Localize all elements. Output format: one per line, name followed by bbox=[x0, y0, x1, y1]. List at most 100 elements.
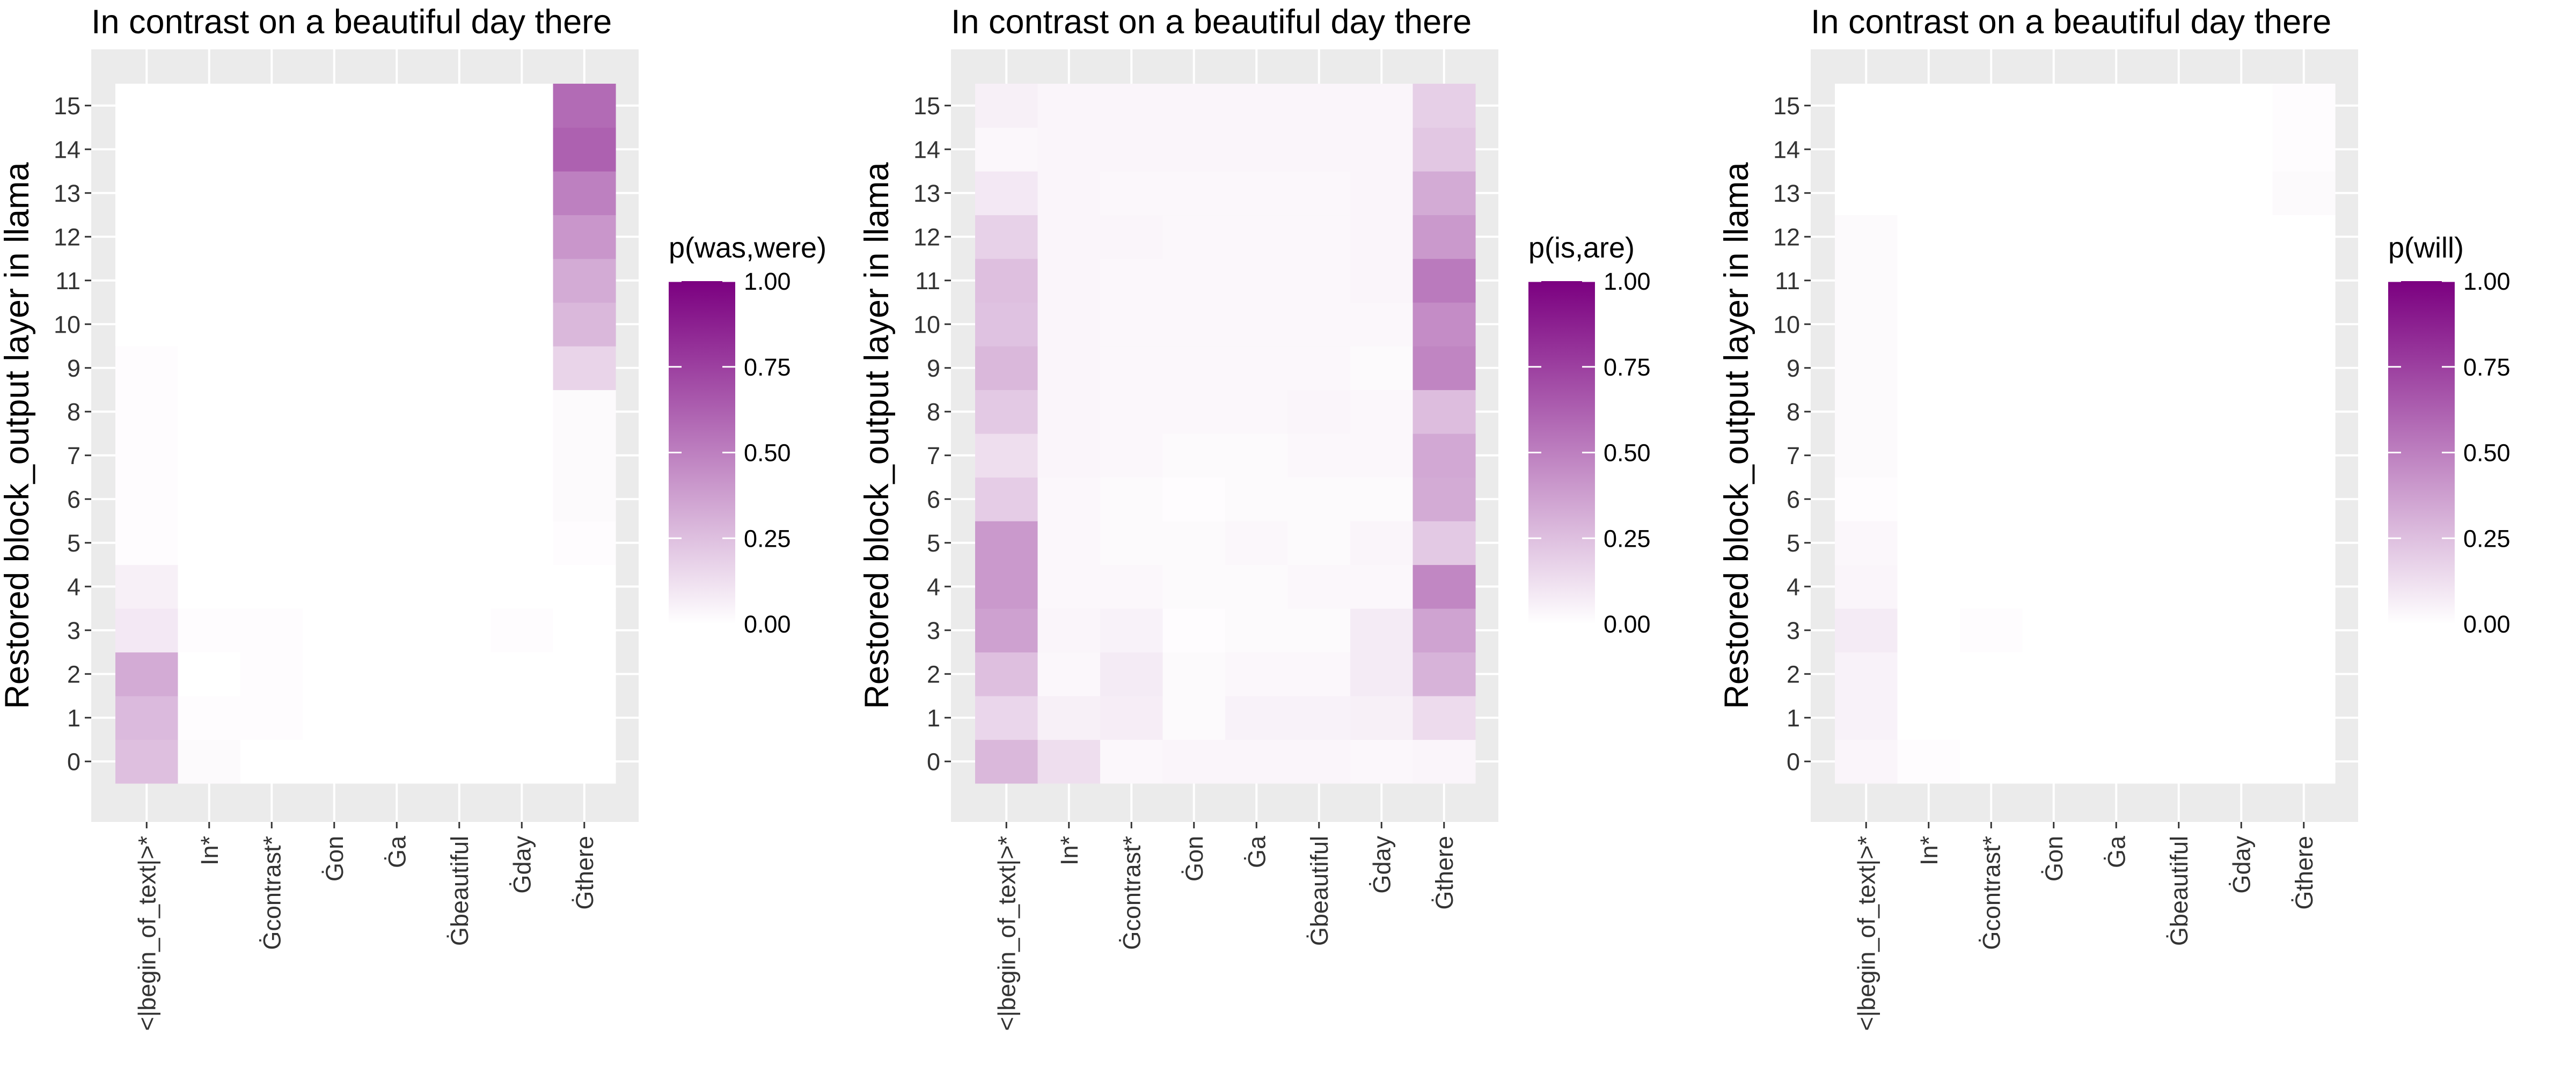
heatmap-cell bbox=[2147, 127, 2211, 172]
heatmap-cell bbox=[1835, 564, 1898, 609]
color-legend: p(is,are) 0.00 0.25 0.50 0.75 1.00 bbox=[1528, 232, 1651, 638]
heatmap-cell bbox=[1037, 346, 1101, 391]
heatmap-cell bbox=[2272, 215, 2336, 259]
heatmap-cell bbox=[240, 127, 304, 172]
heatmap-cell bbox=[975, 346, 1038, 391]
heatmap-cell bbox=[303, 127, 366, 172]
heatmap-cell bbox=[115, 84, 179, 128]
heatmap-cell bbox=[553, 739, 616, 784]
y-tick-label: 14 bbox=[54, 136, 80, 163]
legend-tick-label: 0.50 bbox=[1604, 439, 1651, 467]
heatmap-cell bbox=[428, 652, 491, 696]
y-tick-label: 1 bbox=[927, 704, 940, 732]
heatmap-cell bbox=[365, 608, 429, 653]
heatmap-cell bbox=[240, 171, 304, 216]
y-tick-label: 12 bbox=[54, 223, 80, 251]
heatmap-cell bbox=[491, 84, 554, 128]
heatmap-cell bbox=[115, 215, 179, 259]
heatmap-cell bbox=[2085, 302, 2148, 347]
heatmap-cell bbox=[115, 259, 179, 303]
heatmap-cell bbox=[2210, 127, 2273, 172]
y-axis-label: Restored block_output layer in llama bbox=[858, 162, 896, 709]
heatmap-cell bbox=[2147, 259, 2211, 303]
heatmap-cell bbox=[1413, 477, 1476, 521]
y-tick-label: 13 bbox=[1773, 180, 1800, 207]
heatmap-cell bbox=[303, 696, 366, 740]
heatmap-cell bbox=[365, 127, 429, 172]
heatmap-cell bbox=[2272, 171, 2336, 216]
heatmap-cell bbox=[975, 171, 1038, 216]
heatmap-cell bbox=[2147, 696, 2211, 740]
heatmap-cell bbox=[1287, 564, 1351, 609]
heatmap-cell bbox=[2272, 608, 2336, 653]
color-legend: p(will) 0.00 0.25 0.50 0.75 1.00 bbox=[2388, 232, 2511, 638]
heatmap-cell bbox=[1225, 477, 1289, 521]
heatmap-cell bbox=[303, 215, 366, 259]
heatmap-cell bbox=[2022, 521, 2085, 565]
heatmap-cell bbox=[491, 521, 554, 565]
heatmap-cell bbox=[1162, 433, 1226, 478]
legend-tick-label: 0.25 bbox=[2463, 525, 2511, 552]
heatmap-cell bbox=[491, 652, 554, 696]
y-tick-label: 5 bbox=[927, 530, 940, 557]
heatmap-cell bbox=[1413, 127, 1476, 172]
heatmap-cell bbox=[1350, 433, 1414, 478]
heatmap-cell bbox=[428, 259, 491, 303]
heatmap-cell bbox=[2272, 696, 2336, 740]
heatmap-cell bbox=[1413, 389, 1476, 434]
heatmap-cell bbox=[2210, 302, 2273, 347]
heatmap-cell bbox=[491, 215, 554, 259]
heatmap-cell bbox=[178, 521, 241, 565]
x-tick-label: Ġday bbox=[1368, 836, 1395, 894]
y-tick-label: 2 bbox=[1787, 660, 1800, 688]
heatmap-cell bbox=[2272, 302, 2336, 347]
heatmap-cell bbox=[1897, 739, 1960, 784]
heatmap-cell bbox=[1287, 652, 1351, 696]
heatmap-cell bbox=[1960, 259, 2023, 303]
heatmap-cell bbox=[2022, 564, 2085, 609]
heatmap-cell bbox=[1100, 127, 1163, 172]
heatmap-cell bbox=[1037, 259, 1101, 303]
heatmap-cell bbox=[1897, 652, 1960, 696]
heatmap-cell bbox=[303, 346, 366, 391]
heatmap-cell bbox=[1225, 739, 1289, 784]
legend-tick-label: 0.75 bbox=[744, 354, 791, 381]
y-tick-label: 15 bbox=[913, 92, 940, 120]
heatmap-cell bbox=[303, 739, 366, 784]
y-tick-label: 10 bbox=[54, 311, 80, 338]
y-tick-label: 4 bbox=[1787, 573, 1800, 600]
heatmap-cell bbox=[975, 739, 1038, 784]
heatmap-cell bbox=[2085, 389, 2148, 434]
heatmap-cell bbox=[178, 171, 241, 216]
heatmap-cell bbox=[240, 608, 304, 653]
heatmap-cell bbox=[2210, 215, 2273, 259]
y-tick-label: 13 bbox=[54, 180, 80, 207]
heatmap-cell bbox=[1413, 564, 1476, 609]
heatmap-cell bbox=[1835, 171, 1898, 216]
x-tick-label: Ġon bbox=[321, 836, 348, 881]
heatmap-cell bbox=[428, 389, 491, 434]
heatmap-cell bbox=[2085, 477, 2148, 521]
heatmap-cell bbox=[1162, 171, 1226, 216]
x-tick-label: <|begin_of_text|>* bbox=[133, 836, 160, 1031]
heatmap-cell bbox=[553, 477, 616, 521]
heatmap-cell bbox=[240, 433, 304, 478]
heatmap-cell bbox=[1037, 652, 1101, 696]
heatmap-cell bbox=[1350, 477, 1414, 521]
heatmap-cell bbox=[975, 302, 1038, 347]
heatmap-cell bbox=[1100, 302, 1163, 347]
heatmap-cell bbox=[240, 521, 304, 565]
y-tick-label: 15 bbox=[1773, 92, 1800, 120]
heatmap-cell bbox=[1897, 521, 1960, 565]
x-tick-label: Ġthere bbox=[1431, 836, 1458, 910]
heatmap-cell bbox=[1350, 608, 1414, 653]
heatmap-cell bbox=[1413, 171, 1476, 216]
heatmap-cell bbox=[1835, 346, 1898, 391]
heatmap-cell bbox=[2210, 84, 2273, 128]
heatmap-cell bbox=[1897, 346, 1960, 391]
heatmap-cell bbox=[491, 564, 554, 609]
heatmap-cell bbox=[115, 652, 179, 696]
heatmap-cell bbox=[1287, 608, 1351, 653]
x-tick-label: Ġon bbox=[1181, 836, 1208, 881]
heatmap-cell bbox=[2210, 171, 2273, 216]
